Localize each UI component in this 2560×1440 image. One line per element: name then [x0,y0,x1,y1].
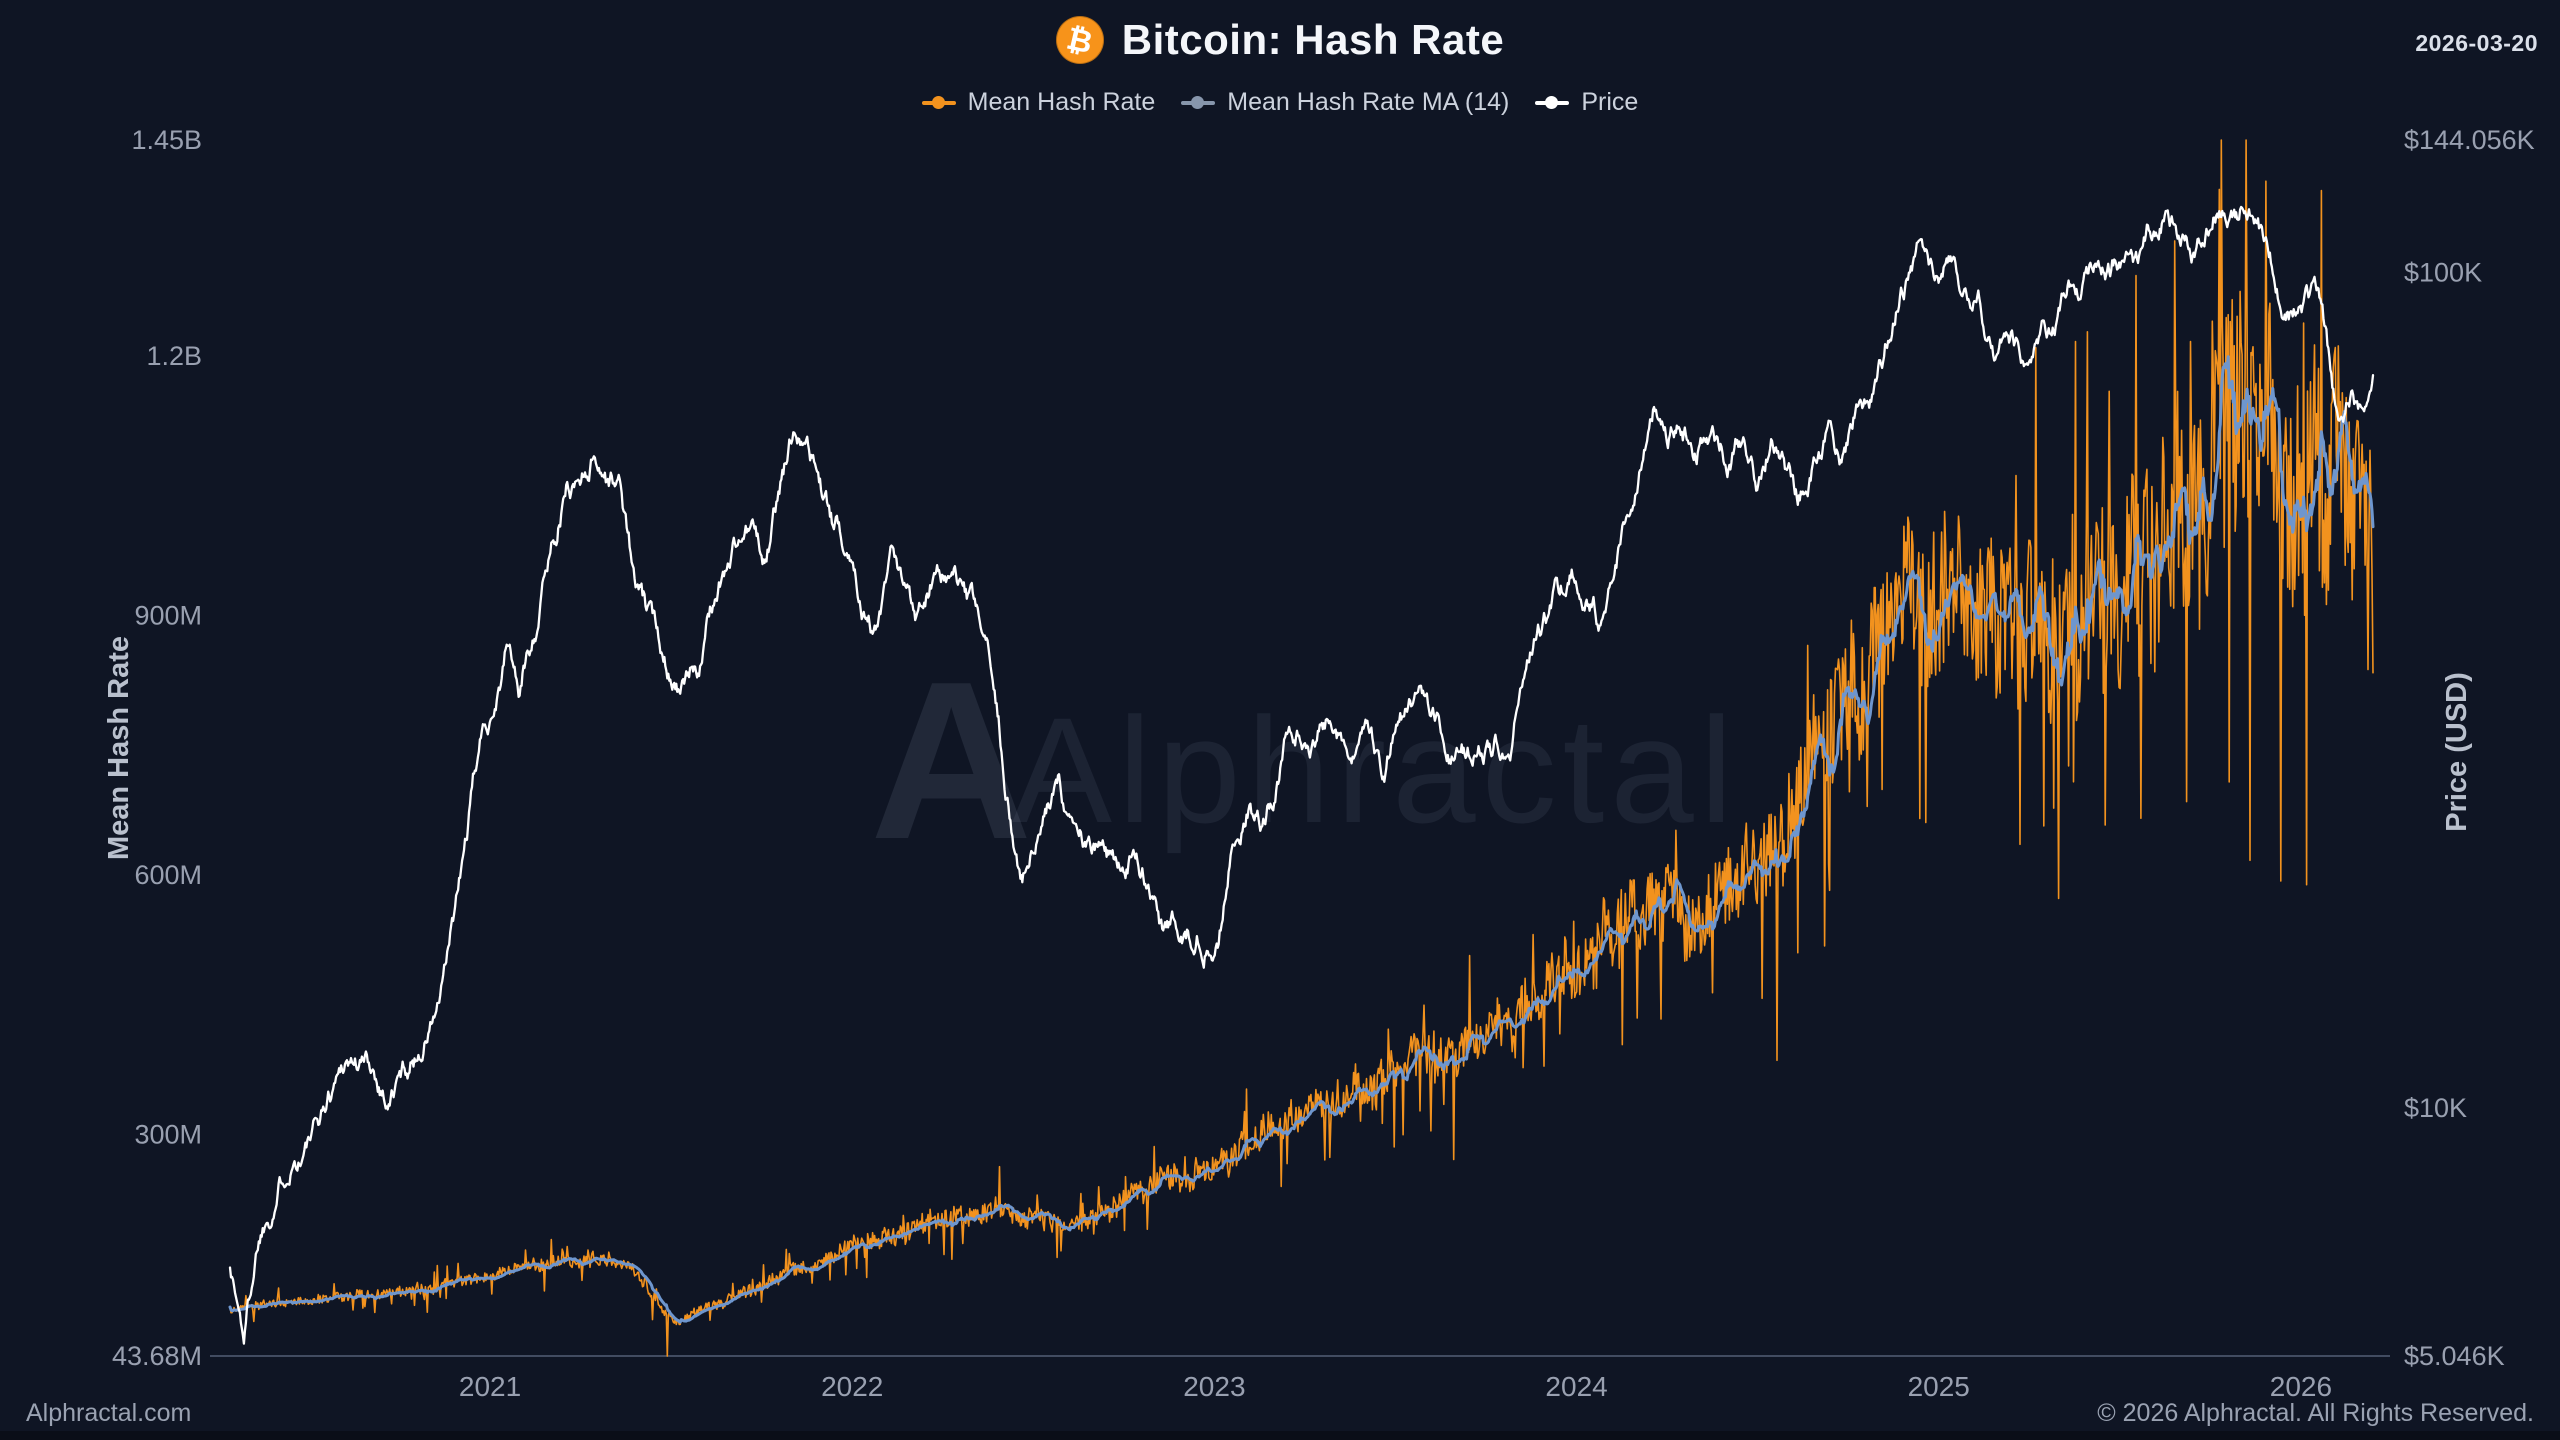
bottom-strip [0,1431,2560,1440]
y-axis-right-tick-label: $10K [2404,1093,2467,1123]
y-axis-left-title: Mean Hash Rate [103,636,135,860]
legend-item-1[interactable]: Mean Hash Rate MA (14) [1181,88,1509,117]
y-axis-right-title: Price (USD) [2441,672,2473,832]
price-line [228,205,2375,1345]
y-axis-left-tick-label: 300M [134,1119,202,1149]
legend-label: Mean Hash Rate [967,88,1156,116]
y-axis-left-tick-label: 1.45B [131,125,202,155]
watermark-logo-icon: A [870,634,1033,886]
legend-dot-icon [1545,96,1559,109]
y-axis-right-tick-label: $144.056K [2404,125,2535,155]
x-axis-tick-label: 2021 [459,1371,521,1402]
y-axis-right-tick-label: $100K [2404,257,2482,287]
legend-dot-icon [931,96,945,109]
footer-site-link[interactable]: Alphractal.com [26,1399,192,1427]
legend-item-2[interactable]: Price [1535,88,1638,117]
watermark-text: Alphractal [1012,686,1739,854]
footer: Alphractal.com © 2026 Alphractal. All Ri… [0,1399,2560,1428]
y-axis-left-tick-label: 900M [134,601,202,631]
x-axis-tick-label: 2022 [821,1371,883,1402]
y-axis-left-tick-label: 600M [134,860,202,890]
legend-marker-icon [1181,96,1216,109]
legend-label: Price [1581,88,1639,116]
y-axis-right-tick-label: $5.046K [2404,1341,2505,1371]
hash-rate-ma-line [228,355,2375,1324]
x-axis-tick-label: 2025 [1908,1371,1970,1402]
chart-date-label: 2026-03-20 [2415,30,2538,56]
x-axis-tick-label: 2026 [2270,1371,2332,1402]
y-axis-left-tick-label: 43.68M [112,1341,202,1371]
x-axis-tick-label: 2023 [1183,1371,1245,1402]
y-axis-left-tick-label: 1.2B [146,341,202,371]
footer-copyright: © 2026 Alphractal. All Rights Reserved. [2097,1399,2534,1427]
legend-marker-icon [921,96,956,109]
legend-marker-icon [1535,96,1570,109]
legend: Mean Hash Rate Mean Hash Rate MA (14) Pric… [0,88,2560,117]
legend-label: Mean Hash Rate MA (14) [1227,88,1510,116]
legend-dot-icon [1191,96,1205,109]
legend-item-0[interactable]: Mean Hash Rate [921,88,1156,117]
x-axis-tick-label: 2024 [1545,1371,1607,1402]
